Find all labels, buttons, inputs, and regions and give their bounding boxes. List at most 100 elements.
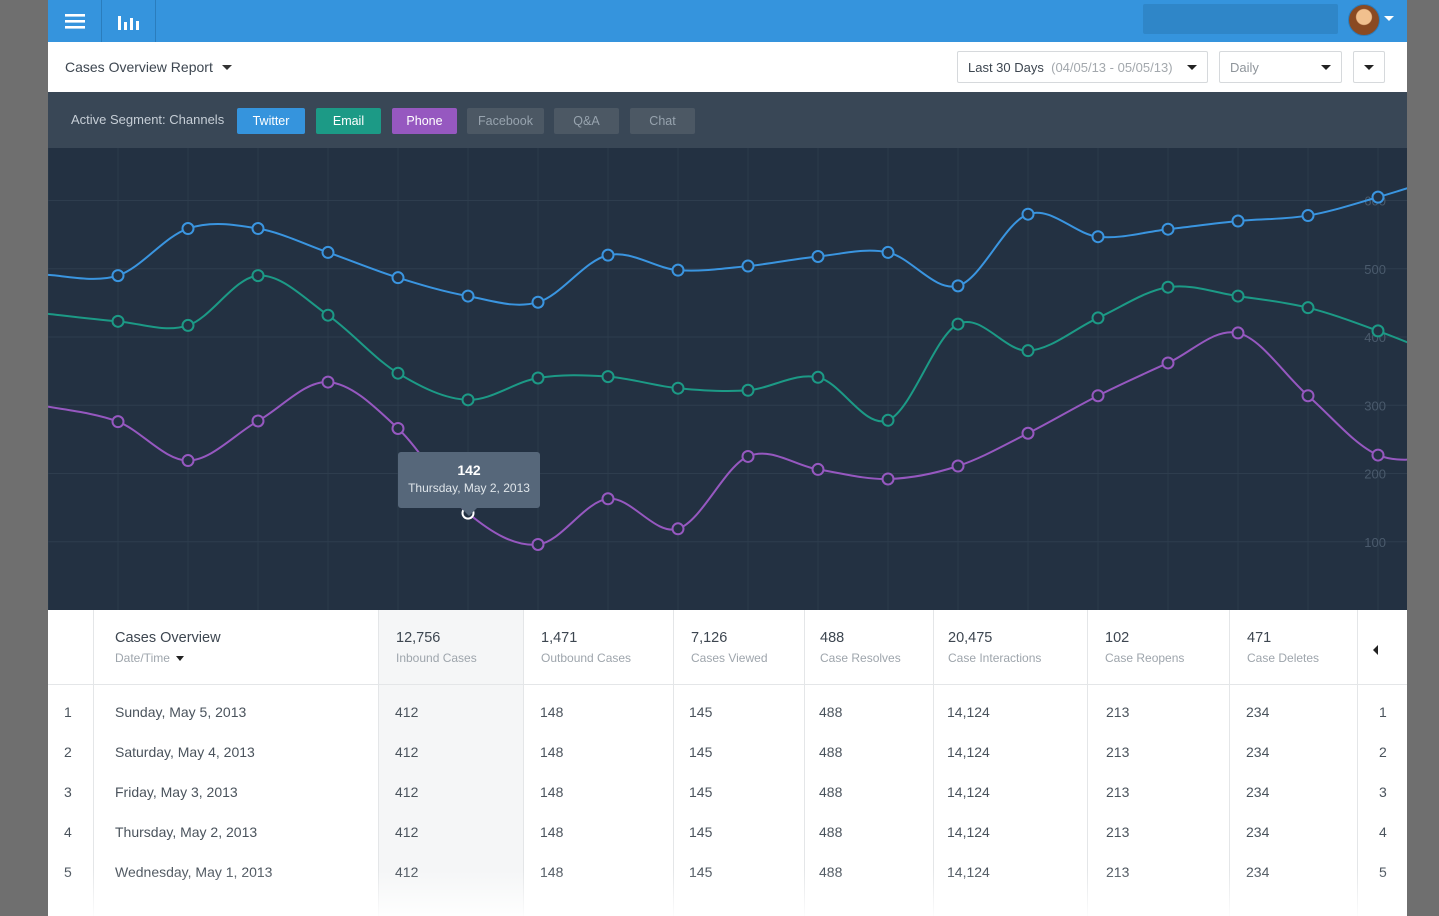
- data-point-email[interactable]: [111, 314, 125, 328]
- data-point-twitter[interactable]: [1301, 209, 1315, 223]
- data-point-email[interactable]: [321, 308, 335, 322]
- data-point-twitter[interactable]: [741, 259, 755, 273]
- app-window: Cases Overview Report Last 30 Days (04/0…: [48, 0, 1407, 916]
- column-scroll: [1357, 610, 1407, 916]
- data-point-email[interactable]: [461, 393, 475, 407]
- chevron-down-icon[interactable]: [1384, 16, 1394, 21]
- data-point-twitter[interactable]: [111, 269, 125, 283]
- chevron-down-icon[interactable]: [222, 65, 232, 70]
- data-point-phone[interactable]: [601, 492, 615, 506]
- data-point-phone[interactable]: [741, 449, 755, 463]
- avatar[interactable]: [1348, 4, 1380, 36]
- cell-inbound: 412: [395, 704, 419, 720]
- data-point-email[interactable]: [1161, 280, 1175, 294]
- data-point-phone[interactable]: [881, 472, 895, 486]
- data-point-twitter[interactable]: [1091, 230, 1105, 244]
- cell-viewed: 145: [689, 744, 713, 760]
- column-case-deletes[interactable]: 471 Case Deletes: [1229, 610, 1357, 916]
- interval-select[interactable]: Daily: [1219, 51, 1342, 83]
- column-case-resolves[interactable]: 488 Case Resolves: [804, 610, 933, 916]
- cell-outbound: 148: [540, 744, 564, 760]
- column-outbound-cases[interactable]: 1,471 Outbound Cases: [523, 610, 673, 916]
- data-point-twitter[interactable]: [251, 222, 265, 236]
- data-point-phone[interactable]: [1371, 448, 1385, 462]
- data-point-email[interactable]: [531, 371, 545, 385]
- search-box[interactable]: [1143, 4, 1338, 34]
- data-point-phone[interactable]: [251, 414, 265, 428]
- data-point-twitter[interactable]: [461, 289, 475, 303]
- data-point-twitter[interactable]: [671, 263, 685, 277]
- data-point-twitter[interactable]: [391, 271, 405, 285]
- data-point-email[interactable]: [951, 317, 965, 331]
- data-point-email[interactable]: [181, 318, 195, 332]
- segment-chip-qa[interactable]: Q&A: [554, 108, 619, 134]
- segment-chip-twitter[interactable]: Twitter: [237, 108, 305, 134]
- data-point-phone[interactable]: [391, 421, 405, 435]
- segment-chip-chat[interactable]: Chat: [630, 108, 695, 134]
- data-point-email[interactable]: [391, 366, 405, 380]
- data-point-twitter[interactable]: [1231, 214, 1245, 228]
- data-point-phone[interactable]: [951, 459, 965, 473]
- data-point-twitter[interactable]: [811, 250, 825, 264]
- data-point-email[interactable]: [741, 383, 755, 397]
- data-point-phone[interactable]: [321, 375, 335, 389]
- data-point-twitter[interactable]: [181, 222, 195, 236]
- data-point-twitter[interactable]: [601, 248, 615, 262]
- column-case-reopens[interactable]: 102 Case Reopens: [1087, 610, 1229, 916]
- segment-chip-facebook[interactable]: Facebook: [467, 108, 544, 134]
- bar-chart-icon: [117, 16, 139, 30]
- inbound-total: 12,756: [396, 630, 441, 646]
- cell-idx: 2: [64, 744, 72, 760]
- data-point-email[interactable]: [1231, 289, 1245, 303]
- data-point-email[interactable]: [251, 269, 265, 283]
- data-point-phone[interactable]: [1161, 356, 1175, 370]
- data-point-twitter[interactable]: [1021, 207, 1035, 221]
- data-point-phone[interactable]: [1301, 389, 1315, 403]
- data-point-email[interactable]: [811, 370, 825, 384]
- sort-date-time[interactable]: Date/Time: [115, 651, 185, 665]
- cell-resolves: 488: [819, 744, 843, 760]
- segment-chip-phone[interactable]: Phone: [392, 108, 457, 134]
- data-point-email[interactable]: [1301, 301, 1315, 315]
- date-range-select[interactable]: Last 30 Days (04/05/13 - 05/05/13): [957, 51, 1208, 83]
- column-cases-viewed[interactable]: 7,126 Cases Viewed: [673, 610, 804, 916]
- menu-button[interactable]: [48, 0, 102, 42]
- data-point-phone[interactable]: [181, 454, 195, 468]
- data-point-email[interactable]: [1091, 311, 1105, 325]
- interactions-total: 20,475: [948, 630, 993, 646]
- data-point-email[interactable]: [1021, 344, 1035, 358]
- cell-viewed: 145: [689, 824, 713, 840]
- data-point-email[interactable]: [881, 413, 895, 427]
- reports-button[interactable]: [102, 0, 156, 42]
- column-inbound-cases[interactable]: 12,756 Inbound Cases: [378, 610, 523, 916]
- data-point-phone[interactable]: [811, 462, 825, 476]
- data-point-phone[interactable]: [671, 522, 685, 536]
- table-row[interactable]: 2 Saturday, May 4, 2013 412 148 145 488 14,124…: [48, 744, 1407, 764]
- data-point-phone[interactable]: [1231, 326, 1245, 340]
- cell-interactions: 14,124: [947, 784, 990, 800]
- data-point-twitter[interactable]: [1161, 222, 1175, 236]
- data-point-phone[interactable]: [1021, 426, 1035, 440]
- options-dropdown[interactable]: [1353, 51, 1385, 83]
- data-point-twitter[interactable]: [321, 245, 335, 259]
- column-case-interactions[interactable]: 20,475 Case Interactions: [933, 610, 1087, 916]
- report-title[interactable]: Cases Overview Report: [65, 59, 213, 75]
- data-point-twitter[interactable]: [951, 279, 965, 293]
- table-row[interactable]: 3 Friday, May 3, 2013 412 148 145 488 14,124 21…: [48, 784, 1407, 804]
- scroll-left-icon[interactable]: [1373, 645, 1378, 655]
- data-point-phone[interactable]: [1091, 389, 1105, 403]
- resolves-label: Case Resolves: [820, 651, 901, 665]
- table-row[interactable]: 4 Thursday, May 2, 2013 412 148 145 488 14,124…: [48, 824, 1407, 844]
- table-row[interactable]: 1 Sunday, May 5, 2013 412 148 145 488 14,124 21…: [48, 704, 1407, 724]
- data-point-phone[interactable]: [531, 537, 545, 551]
- data-point-twitter[interactable]: [531, 295, 545, 309]
- data-point-email[interactable]: [1371, 324, 1385, 338]
- data-point-email[interactable]: [671, 381, 685, 395]
- data-point-twitter[interactable]: [1371, 190, 1385, 204]
- data-point-twitter[interactable]: [881, 245, 895, 259]
- data-point-email[interactable]: [601, 370, 615, 384]
- cell-date: Saturday, May 4, 2013: [115, 744, 255, 760]
- segment-chip-email[interactable]: Email: [316, 108, 381, 134]
- cell-reopens: 213: [1106, 704, 1130, 720]
- data-point-phone[interactable]: [111, 415, 125, 429]
